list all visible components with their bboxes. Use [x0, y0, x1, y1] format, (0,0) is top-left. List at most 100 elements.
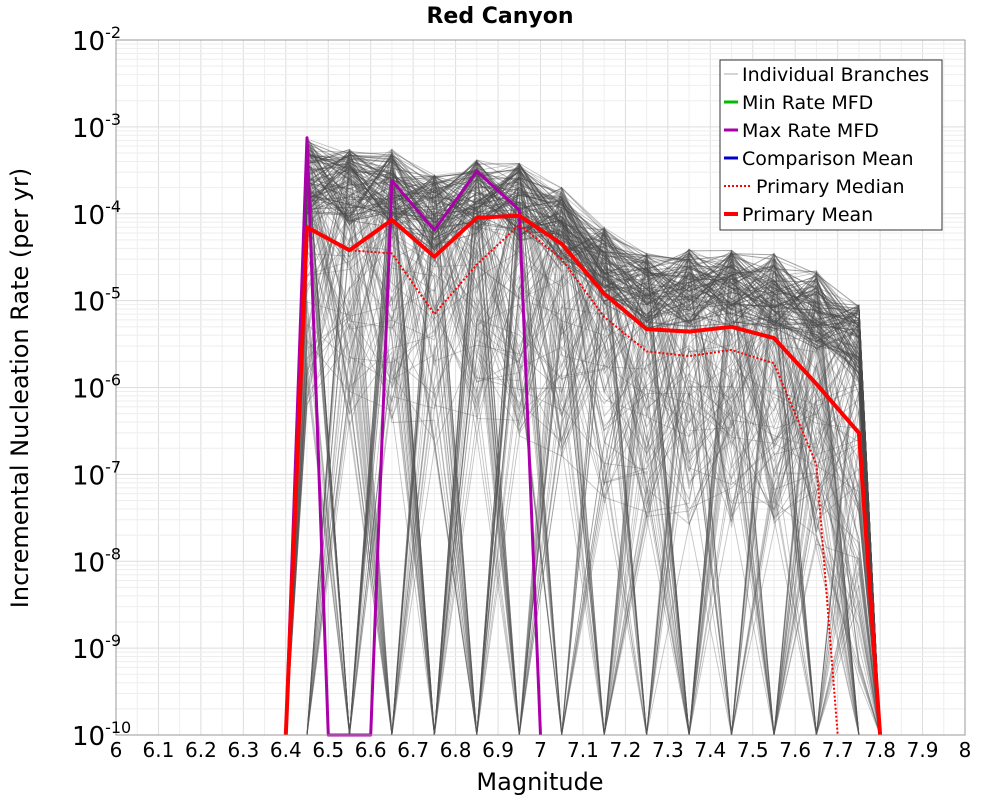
- branch-line: [285, 209, 881, 736]
- branch-line: [285, 164, 881, 736]
- branch-line: [285, 160, 881, 736]
- series-max-rate-mfd: [284, 136, 542, 737]
- x-tick-label: 6.3: [227, 738, 259, 762]
- branch-line: [285, 152, 881, 736]
- x-tick-label: 6: [110, 738, 123, 762]
- x-tick-label: 6.6: [355, 738, 387, 762]
- legend-label: Comparison Mean: [742, 148, 914, 170]
- branch-line: [285, 149, 881, 736]
- branch-line: [285, 163, 881, 736]
- series-lines: [283, 136, 883, 737]
- branch-line: [285, 143, 881, 736]
- branch-line: [285, 155, 881, 736]
- branch-line: [285, 188, 881, 736]
- branch-line: [285, 175, 881, 736]
- x-tick-label: 6.1: [143, 738, 175, 762]
- branch-line: [285, 153, 881, 736]
- x-ticks: 6 6.1 6.2 6.3 6.4 6.5 6.6 6.7 6.8 6.9 7 7.1 7.2 7.3 7.…: [110, 738, 972, 762]
- x-tick-label: 6.5: [312, 738, 344, 762]
- series-primary-median: [284, 223, 839, 736]
- y-tick-label: 10-3: [72, 110, 121, 144]
- branch-line: [285, 144, 881, 736]
- branch-line: [285, 157, 881, 736]
- legend-label: Min Rate MFD: [742, 92, 873, 114]
- branch-line: [285, 245, 881, 736]
- branch-line: [285, 164, 881, 736]
- y-tick-label: 10-6: [72, 371, 121, 405]
- branch-line: [285, 168, 881, 736]
- x-tick-label: 7.6: [779, 738, 811, 762]
- branch-line: [285, 186, 881, 736]
- branch-line: [285, 159, 881, 736]
- x-tick-label: 6.2: [185, 738, 217, 762]
- branch-line: [285, 216, 881, 736]
- y-tick-label: 10-2: [72, 23, 121, 57]
- branch-line: [285, 166, 881, 736]
- branch-line: [285, 153, 881, 736]
- legend-label: Max Rate MFD: [742, 120, 879, 142]
- branch-line: [285, 244, 881, 736]
- legend-label: Primary Mean: [742, 204, 873, 226]
- legend-label: Individual Branches: [742, 64, 929, 86]
- branch-line: [285, 152, 881, 736]
- branch-line: [285, 179, 881, 736]
- legend-label: Primary Median: [756, 176, 905, 198]
- y-tick-label: 10-10: [72, 718, 131, 752]
- branch-line: [285, 146, 881, 736]
- x-tick-label: 7.4: [694, 738, 726, 762]
- branch-line: [285, 198, 881, 736]
- y-tick-label: 10-5: [72, 284, 121, 318]
- branch-line: [285, 179, 881, 736]
- branch-line: [285, 169, 881, 736]
- x-tick-label: 7.1: [567, 738, 599, 762]
- branch-line: [285, 192, 881, 736]
- branch-line: [285, 145, 881, 736]
- branch-line: [285, 142, 881, 736]
- branch-line: [285, 172, 881, 736]
- branch-line: [285, 148, 881, 736]
- x-tick-label: 6.4: [270, 738, 302, 762]
- branch-line: [285, 156, 881, 736]
- y-ticks: 10-10 10-9 10-8 10-7 10-6 10-5 10-4 10-3 10-2: [72, 23, 131, 752]
- legend: Individual Branches Min Rate MFD Max Rate …: [719, 59, 943, 231]
- x-tick-label: 7: [534, 738, 547, 762]
- legend-box: [719, 59, 943, 231]
- branch-line: [285, 171, 881, 736]
- branch-line: [285, 149, 881, 736]
- branch-line: [285, 164, 881, 736]
- branch-line: [285, 227, 881, 736]
- x-tick-label: 7.9: [907, 738, 939, 762]
- branch-line: [285, 143, 881, 736]
- branch-line: [285, 207, 881, 736]
- branch-line: [285, 148, 881, 736]
- branch-line: [285, 152, 881, 736]
- x-tick-label: 6.8: [440, 738, 472, 762]
- branch-line: [285, 181, 881, 736]
- chart-title: Red Canyon: [426, 4, 573, 29]
- x-tick-label: 7.8: [864, 738, 896, 762]
- x-axis-label: Magnitude: [476, 768, 603, 796]
- x-tick-label: 6.7: [397, 738, 429, 762]
- branch-line: [285, 165, 881, 736]
- plot-frame: [115, 39, 966, 736]
- x-tick-label: 8: [959, 738, 972, 762]
- branch-line: [285, 176, 881, 736]
- branch-line: [285, 157, 881, 736]
- x-tick-label: 7.5: [737, 738, 769, 762]
- branch-line: [285, 164, 881, 736]
- branch-line: [285, 187, 881, 736]
- series-primary-mean: [283, 213, 883, 736]
- branch-line: [285, 176, 881, 736]
- branch-line: [285, 159, 881, 736]
- branch-line: [285, 203, 881, 736]
- branch-line: [285, 154, 881, 736]
- branch-line: [285, 204, 881, 736]
- branch-line: [285, 181, 881, 736]
- branch-line: [285, 152, 881, 736]
- branch-line: [285, 192, 881, 736]
- branch-line: [285, 168, 881, 736]
- y-tick-label: 10-8: [72, 544, 121, 578]
- branch-line: [285, 171, 881, 736]
- branch-line: [285, 152, 881, 736]
- branch-line: [285, 222, 881, 736]
